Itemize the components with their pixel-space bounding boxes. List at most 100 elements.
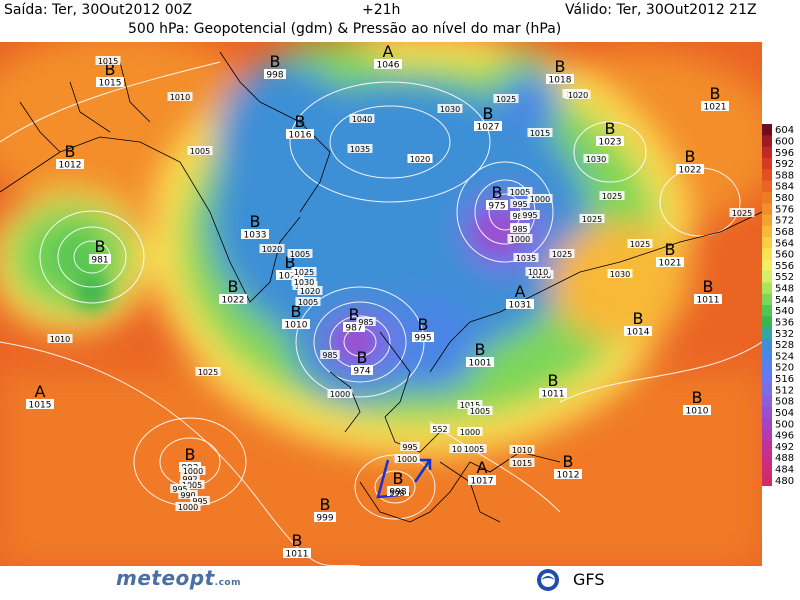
pressure-value: 1010 bbox=[285, 321, 308, 331]
isobar-label: 985 bbox=[322, 351, 337, 360]
weather-map: B 1012 B 1016 B 998 B 1015 A 1046 B 1018 B 1021 B 1027 B… bbox=[0, 42, 762, 566]
isobar-label: 1015 bbox=[98, 57, 118, 66]
isobar-label-box bbox=[187, 146, 213, 155]
pressure-value-box bbox=[694, 294, 722, 304]
pressure-value: 1016 bbox=[289, 131, 312, 141]
isobar-label-box bbox=[507, 187, 533, 196]
isobar-label-box bbox=[180, 474, 200, 483]
isobar-label: 1000 bbox=[178, 503, 198, 512]
isobar-label: 1010 bbox=[512, 446, 532, 455]
pressure-value: 1027 bbox=[477, 123, 500, 133]
pressure-value-box bbox=[89, 254, 111, 264]
isobar-label-box bbox=[520, 210, 540, 219]
isobar-label-box bbox=[291, 267, 317, 276]
colorbar-swatch bbox=[762, 191, 772, 204]
pressure-value: 1022 bbox=[222, 296, 245, 306]
isobar-label-box bbox=[394, 454, 420, 463]
isobar-label: 1025 bbox=[294, 268, 314, 277]
pressure-center-letter: B bbox=[692, 388, 703, 407]
colorbar-swatch bbox=[762, 327, 772, 340]
colorbar-label: 576 bbox=[775, 204, 794, 215]
pressure-center-letter: B bbox=[605, 119, 616, 138]
isobar-label-box bbox=[347, 144, 373, 153]
pressure-value: 1012 bbox=[557, 471, 580, 481]
pressure-value-box bbox=[486, 200, 508, 210]
pressure-value-box bbox=[624, 326, 652, 336]
model-label: GFS bbox=[573, 570, 605, 589]
isobar-label: 1005 bbox=[290, 250, 310, 259]
pressure-value-box bbox=[466, 357, 494, 367]
pressure-value: 995 bbox=[414, 334, 431, 344]
pressure-center-letter: B bbox=[320, 495, 331, 514]
colorbar-swatch bbox=[762, 259, 772, 272]
colorbar-swatch bbox=[762, 169, 772, 182]
colorbar-label: 508 bbox=[775, 397, 794, 408]
pressure-center-letter: B bbox=[250, 212, 261, 231]
isobar-label: 990 bbox=[180, 491, 195, 500]
colorbar-swatch bbox=[762, 293, 772, 306]
isobar-label: 1005 bbox=[298, 298, 318, 307]
pressure-value: 1023 bbox=[599, 138, 622, 148]
isobar-label-box bbox=[259, 244, 285, 253]
colorbar-swatch bbox=[762, 418, 772, 430]
pressure-value-box bbox=[283, 548, 311, 558]
colorbar-label: 544 bbox=[775, 295, 794, 306]
pressure-center-letter: B bbox=[349, 305, 360, 324]
isobar-label: 1005 bbox=[190, 147, 210, 156]
colorbar-label: 568 bbox=[775, 227, 794, 238]
isobar-label: 985 bbox=[512, 225, 527, 234]
colorbar-swatch bbox=[762, 361, 772, 374]
pressure-center-letter: B bbox=[633, 309, 644, 328]
isobar-label: 1040 bbox=[352, 115, 372, 124]
pressure-value-box bbox=[468, 475, 496, 485]
colorbar-label: 584 bbox=[775, 182, 794, 193]
colorbar-label: 484 bbox=[775, 465, 794, 476]
isobar-label-box bbox=[179, 480, 205, 489]
issued-time: Saída: Ter, 30Out2012 00Z bbox=[4, 2, 193, 18]
colorbar-label: 552 bbox=[775, 272, 794, 283]
colorbar-label: 596 bbox=[775, 148, 794, 159]
isobar-label-box bbox=[295, 297, 321, 306]
pressure-value-box bbox=[676, 164, 704, 174]
pressure-center-letter: B bbox=[393, 469, 404, 488]
isobar-label: 1000 bbox=[460, 428, 480, 437]
colorbar-swatch bbox=[762, 338, 772, 351]
isobar-label-box bbox=[565, 90, 591, 99]
isobar-label: 1020 bbox=[410, 155, 430, 164]
isobar-label-box bbox=[513, 253, 539, 262]
isobar-label: 1020 bbox=[568, 91, 588, 100]
annotated-low-value: 598 bbox=[389, 489, 404, 498]
pressure-center-letter: B bbox=[483, 104, 494, 123]
pressure-value: 1010 bbox=[686, 407, 709, 417]
isobar-label: 1035 bbox=[516, 254, 536, 263]
pressure-value: 1022 bbox=[679, 166, 702, 176]
colorbar-label: 492 bbox=[775, 442, 794, 453]
pressure-center-letter: B bbox=[357, 348, 368, 367]
colorbar-label: 600 bbox=[775, 136, 794, 147]
pressure-value: 1001 bbox=[469, 359, 492, 369]
isobar-label-box bbox=[287, 249, 313, 258]
pressure-center-letter: B bbox=[418, 315, 429, 334]
pressure-value: 1046 bbox=[377, 61, 400, 71]
colorbar-swatch bbox=[762, 316, 772, 329]
colorbar-swatch bbox=[762, 474, 772, 486]
isobar-label-box bbox=[579, 214, 605, 223]
isobar-label-box bbox=[195, 367, 221, 376]
pressure-value-box bbox=[286, 129, 314, 139]
pressure-value: 1012 bbox=[59, 161, 82, 171]
isobar-label: 995 bbox=[192, 497, 207, 506]
pressure-value: 1021 bbox=[659, 259, 682, 269]
pressure-value-box bbox=[412, 332, 434, 342]
isobar-label: 1000 bbox=[330, 390, 350, 399]
colorbar-swatch bbox=[762, 429, 772, 442]
isobar-label-box bbox=[507, 234, 533, 243]
isobar-label: 1030 bbox=[586, 155, 606, 164]
isobar-label: 1015 bbox=[530, 129, 550, 138]
isobar-label-box bbox=[400, 442, 420, 451]
isobar-label: 1000 bbox=[183, 467, 203, 476]
isobar-label: 1010 bbox=[528, 268, 548, 277]
colorbar-label: 588 bbox=[775, 170, 794, 181]
isobar-label: 1005 bbox=[470, 407, 490, 416]
colorbar-label: 572 bbox=[775, 216, 794, 227]
